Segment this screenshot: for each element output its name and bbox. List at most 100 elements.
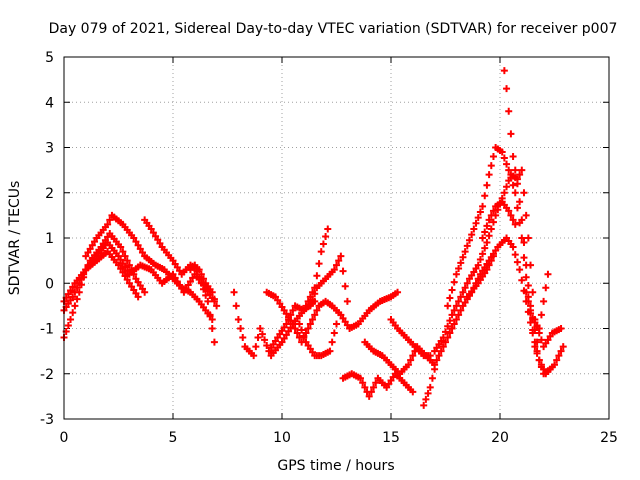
data-point [282, 331, 290, 339]
data-point [234, 315, 242, 323]
data-point [524, 234, 532, 242]
data-point [295, 320, 303, 328]
data-point [513, 180, 521, 188]
data-point [104, 220, 112, 228]
data-point [546, 365, 554, 373]
y-tick-label: 3 [45, 141, 54, 157]
series-track-9 [267, 225, 332, 360]
data-point [516, 266, 524, 274]
data-point [459, 253, 467, 261]
data-point [197, 279, 205, 287]
data-point [287, 324, 295, 332]
data-point [230, 288, 238, 296]
x-tick-label: 0 [60, 430, 69, 446]
data-points [60, 67, 567, 409]
data-point [313, 272, 321, 280]
data-point [446, 294, 454, 302]
data-point [489, 218, 497, 226]
data-point [69, 293, 77, 301]
data-point [535, 325, 543, 332]
data-point [130, 234, 138, 242]
data-point [537, 363, 545, 371]
data-point [154, 236, 162, 244]
x-tick-label: 25 [600, 430, 618, 446]
data-point [71, 288, 79, 296]
data-point [542, 284, 550, 292]
x-tick-label: 15 [382, 430, 400, 446]
data-point [524, 282, 532, 290]
data-point [531, 326, 539, 334]
data-point [404, 361, 412, 369]
data-point [516, 171, 524, 179]
data-point [553, 356, 561, 364]
data-point [509, 181, 517, 189]
series-track-20 [463, 252, 497, 301]
series-track-3 [60, 248, 142, 305]
data-point [117, 256, 125, 264]
data-point [141, 288, 149, 296]
data-point [261, 336, 269, 344]
y-axis-label: SDTVAR / TECUs [7, 181, 23, 296]
data-point [437, 347, 445, 355]
data-point [485, 232, 493, 240]
series-track-10 [295, 320, 340, 360]
data-point [452, 270, 460, 278]
data-point [522, 261, 530, 269]
data-point [483, 266, 491, 274]
data-point [409, 388, 417, 396]
data-point [285, 327, 293, 335]
data-point [509, 216, 517, 224]
series-track-6 [186, 261, 218, 346]
data-point [115, 252, 122, 260]
data-point [455, 311, 463, 319]
data-point [339, 267, 347, 275]
series-track-16 [431, 166, 565, 355]
data-point [439, 343, 447, 351]
data-point [559, 343, 567, 351]
data-point [356, 374, 364, 382]
data-point [500, 189, 508, 197]
data-point [252, 343, 260, 351]
data-point [134, 293, 142, 301]
data-point [152, 232, 160, 240]
data-point [263, 341, 271, 349]
data-point [254, 334, 262, 342]
data-point [544, 270, 552, 278]
data-point [341, 282, 349, 290]
data-point [537, 311, 545, 319]
data-point [250, 352, 258, 360]
data-point [505, 107, 513, 115]
data-point [365, 392, 373, 400]
data-point [472, 219, 480, 227]
data-point [232, 302, 240, 310]
data-point [489, 252, 497, 260]
data-point [119, 268, 127, 276]
data-point [64, 290, 72, 298]
data-point [498, 148, 506, 156]
data-point [136, 245, 144, 253]
data-point [300, 332, 308, 340]
data-point [503, 85, 511, 93]
data-point [500, 154, 508, 162]
data-point [280, 334, 288, 342]
data-point [328, 338, 336, 346]
data-point [452, 315, 460, 323]
series-track-2 [60, 229, 149, 314]
data-point [125, 261, 133, 269]
data-point [487, 257, 495, 265]
y-tick-label: -2 [40, 367, 54, 383]
data-point [461, 248, 469, 256]
data-point [450, 278, 458, 286]
data-point [457, 259, 465, 267]
data-point [123, 276, 131, 284]
data-point [394, 288, 402, 296]
data-point [309, 315, 317, 323]
data-point [426, 352, 434, 360]
data-point [450, 320, 458, 328]
data-point [132, 238, 140, 246]
data-point [317, 248, 325, 256]
data-point [516, 198, 524, 206]
data-point [204, 297, 212, 305]
data-point [487, 211, 495, 219]
